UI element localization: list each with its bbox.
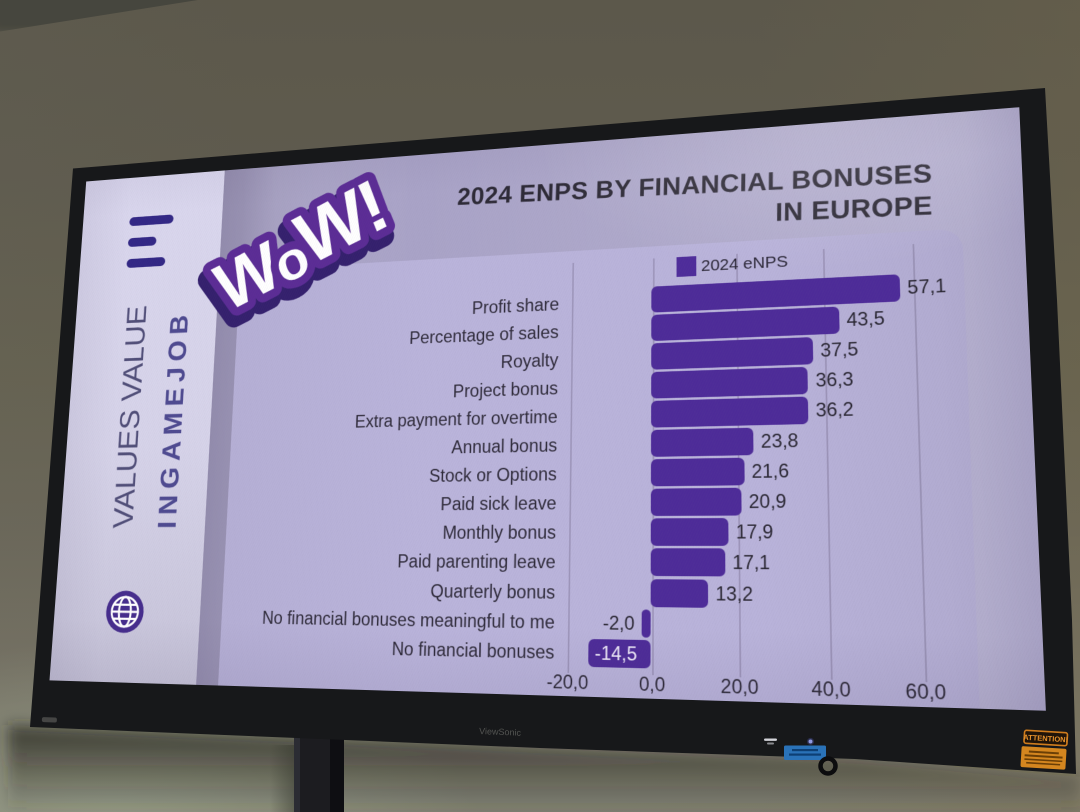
- svg-text:ViewSonic: ViewSonic: [479, 726, 522, 738]
- svg-text:ATTENTION!: ATTENTION!: [1023, 733, 1068, 745]
- svg-text:WoW!: WoW!: [200, 175, 395, 337]
